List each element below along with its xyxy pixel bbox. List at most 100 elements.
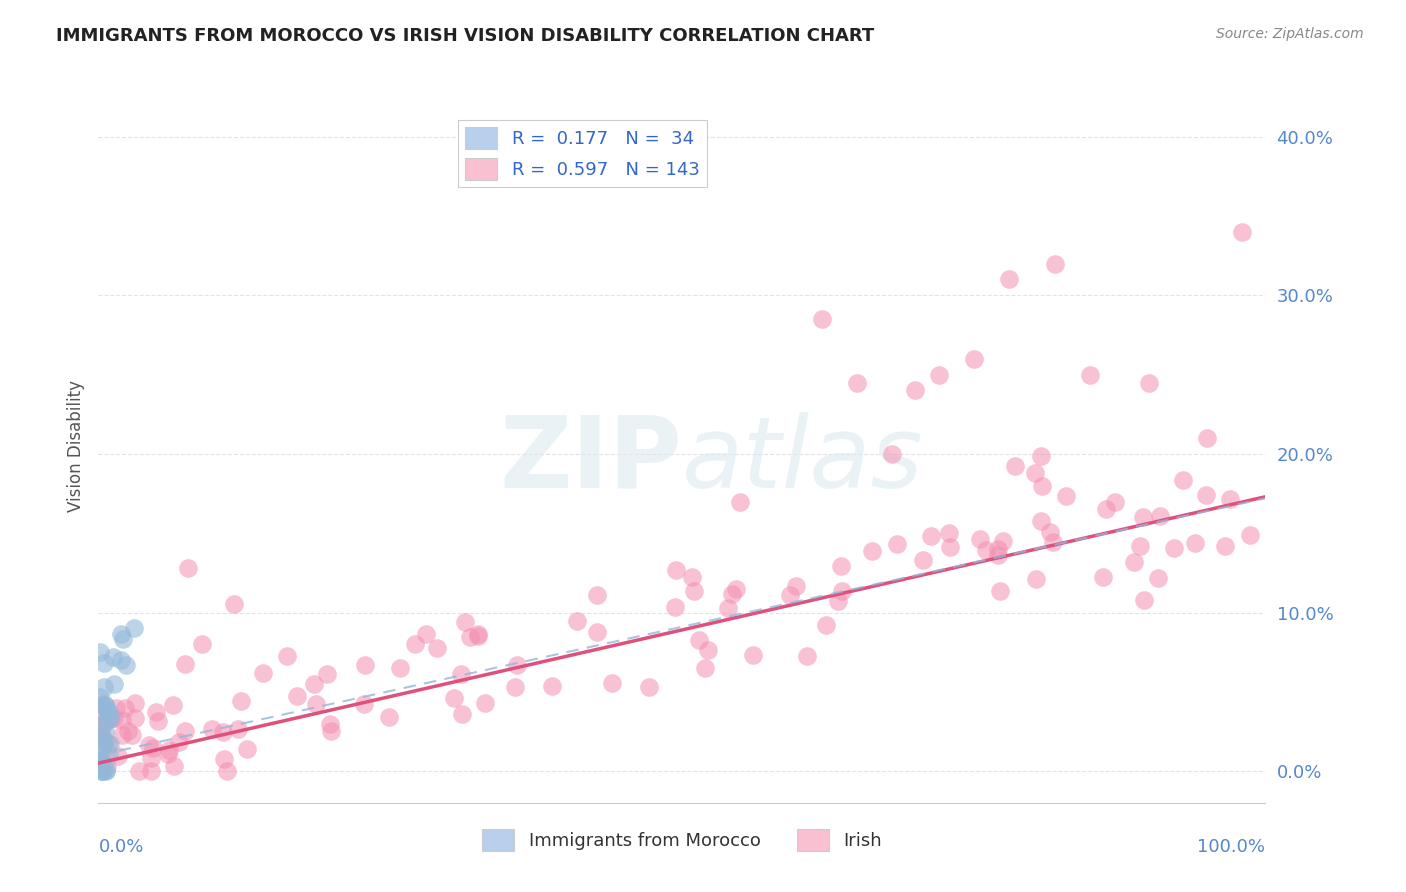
- Point: [1039, 524, 1062, 539]
- Point: [252, 666, 274, 681]
- Point: [115, 658, 138, 673]
- Point: [89, 759, 111, 773]
- Point: [201, 722, 224, 736]
- Point: [912, 553, 935, 567]
- Point: [814, 618, 837, 632]
- Text: Source: ZipAtlas.com: Source: ZipAtlas.com: [1216, 27, 1364, 41]
- Point: [236, 742, 259, 756]
- Point: [96, 759, 118, 773]
- Point: [112, 632, 135, 646]
- Point: [157, 743, 180, 757]
- Point: [681, 569, 703, 583]
- Point: [987, 549, 1010, 563]
- Point: [474, 696, 496, 710]
- Point: [962, 351, 984, 366]
- Point: [1104, 495, 1126, 509]
- Point: [1163, 541, 1185, 556]
- Point: [415, 627, 437, 641]
- Point: [122, 621, 145, 635]
- Point: [811, 312, 834, 326]
- Point: [319, 717, 342, 731]
- Point: [1129, 539, 1152, 553]
- Point: [91, 738, 114, 752]
- Point: [1042, 535, 1064, 549]
- Point: [156, 747, 179, 762]
- Point: [110, 713, 132, 727]
- Point: [89, 690, 111, 704]
- Point: [90, 764, 112, 778]
- Point: [124, 696, 146, 710]
- Point: [96, 711, 118, 725]
- Point: [1031, 478, 1053, 492]
- Point: [695, 661, 717, 675]
- Point: [988, 583, 1011, 598]
- Text: atlas: atlas: [682, 412, 924, 508]
- Point: [451, 707, 474, 722]
- Point: [1094, 502, 1116, 516]
- Point: [222, 597, 245, 611]
- Point: [138, 738, 160, 752]
- Point: [991, 534, 1014, 549]
- Text: 0.0%: 0.0%: [98, 838, 143, 856]
- Point: [1230, 225, 1253, 239]
- Point: [974, 542, 997, 557]
- Point: [779, 587, 801, 601]
- Point: [142, 741, 165, 756]
- Point: [450, 667, 472, 681]
- Point: [938, 526, 960, 541]
- Point: [503, 680, 526, 694]
- Point: [90, 698, 112, 712]
- Point: [94, 698, 117, 712]
- Point: [454, 615, 477, 629]
- Point: [93, 734, 115, 748]
- Point: [94, 724, 117, 739]
- Point: [458, 630, 481, 644]
- Point: [110, 653, 132, 667]
- Point: [97, 706, 120, 720]
- Point: [229, 694, 252, 708]
- Point: [928, 368, 950, 382]
- Point: [683, 583, 706, 598]
- Point: [90, 764, 112, 778]
- Point: [886, 537, 908, 551]
- Point: [1004, 458, 1026, 473]
- Point: [730, 494, 752, 508]
- Point: [90, 729, 112, 743]
- Point: [720, 587, 742, 601]
- Point: [103, 677, 125, 691]
- Y-axis label: Vision Disability: Vision Disability: [66, 380, 84, 512]
- Point: [94, 698, 117, 713]
- Point: [997, 272, 1019, 286]
- Point: [128, 764, 150, 778]
- Point: [89, 704, 111, 718]
- Point: [100, 711, 122, 725]
- Point: [1029, 449, 1052, 463]
- Point: [111, 728, 134, 742]
- Point: [796, 649, 818, 664]
- Point: [177, 561, 200, 575]
- Point: [167, 735, 190, 749]
- Point: [89, 645, 111, 659]
- Point: [98, 747, 121, 761]
- Point: [94, 763, 117, 777]
- Point: [316, 667, 339, 681]
- Point: [1219, 491, 1241, 506]
- Point: [785, 578, 807, 592]
- Point: [214, 752, 236, 766]
- Point: [688, 632, 710, 647]
- Point: [467, 629, 489, 643]
- Point: [1213, 539, 1236, 553]
- Point: [90, 698, 112, 712]
- Point: [93, 681, 115, 695]
- Point: [506, 657, 529, 672]
- Point: [1195, 431, 1218, 445]
- Point: [141, 764, 163, 778]
- Point: [830, 558, 852, 573]
- Point: [585, 588, 607, 602]
- Point: [567, 615, 589, 629]
- Point: [94, 734, 117, 748]
- Point: [276, 648, 298, 663]
- Point: [827, 594, 849, 608]
- Text: IMMIGRANTS FROM MOROCCO VS IRISH VISION DISABILITY CORRELATION CHART: IMMIGRANTS FROM MOROCCO VS IRISH VISION …: [56, 27, 875, 45]
- Point: [1091, 570, 1114, 584]
